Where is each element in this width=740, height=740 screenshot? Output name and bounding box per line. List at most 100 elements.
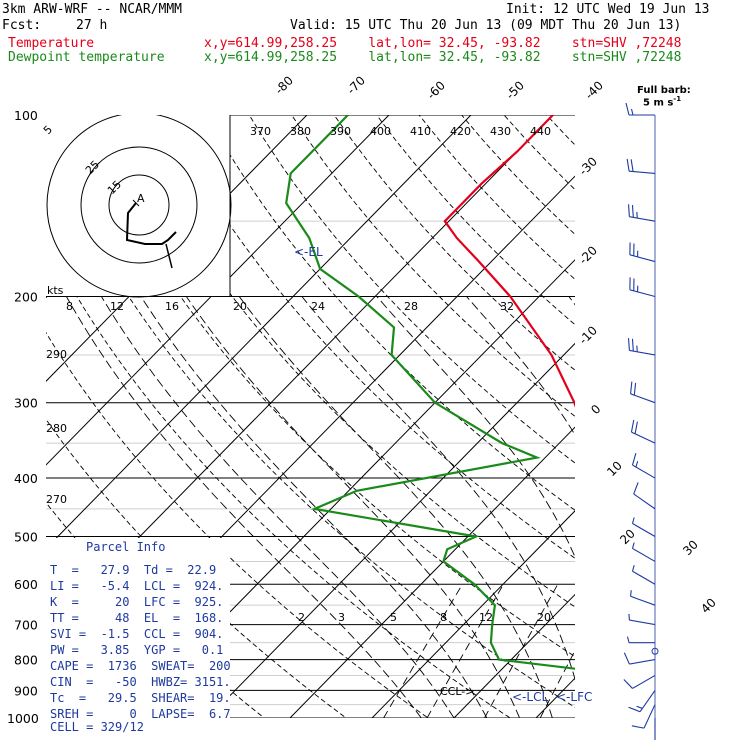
dry-adiabat [46, 331, 429, 718]
moist-adiabat [140, 296, 488, 718]
wind-barb-staff [632, 570, 656, 585]
isotherm-line [289, 426, 575, 718]
wind-barb-staff [632, 547, 656, 562]
theta-label: 400 [370, 125, 391, 138]
moist-adiabat [301, 296, 575, 681]
lfc-annotation: <-LFC [556, 690, 592, 704]
dewpoint-legend-label: Dewpoint temperature [8, 50, 165, 65]
wind-barb-flag [631, 204, 634, 218]
hodograph-speed-tick: 20 [233, 300, 247, 313]
mixing-ratio-label: 20 [537, 611, 551, 624]
dry-adiabat [333, 115, 575, 371]
parcel-row: PW = 3.85 YGP = 0.1 [50, 643, 224, 657]
dewpoint-profile [285, 115, 575, 670]
dry-adiabat [632, 115, 740, 731]
dry-adiabat [121, 115, 575, 608]
wind-barb-staff [633, 493, 656, 510]
wind-barb-half [636, 705, 643, 709]
parcel-row: LI = -5.4 LCL = 924. [50, 579, 224, 593]
dry-adiabat [248, 115, 575, 464]
wind-barb-staff [629, 659, 656, 665]
dry-adiabat [461, 115, 575, 235]
wind-barb-flag [630, 381, 633, 394]
dewpoint-legend-info: x,y=614.99,258.25 lat,lon= 32.45, -93.82… [204, 50, 682, 65]
dry-adiabat [376, 115, 575, 326]
temperature-legend-label: Temperature [8, 36, 95, 51]
barb-legend-value: 5 m s-1 [643, 95, 682, 109]
wind-barb-staff [629, 254, 656, 263]
isotherm-label: 10 [604, 458, 625, 479]
isotherm-label: 20 [617, 526, 638, 547]
model-title: 3km ARW-WRF -- NCAR/MMM [2, 2, 183, 17]
fcst-label: Fcst: [2, 18, 42, 33]
wind-barb-half [626, 636, 630, 643]
wind-barb-staff [629, 349, 656, 356]
wind-barb-flag [634, 421, 638, 434]
wind-barb-flag [630, 419, 635, 433]
hodograph-speed-tick: 28 [404, 300, 418, 313]
fcst-value: 27 h [76, 18, 108, 33]
theta-label: 370 [250, 125, 271, 138]
mixing-ratio-label: 8 [440, 611, 447, 624]
isotherm-label: 0 [588, 402, 603, 417]
theta-label: 420 [450, 125, 471, 138]
wind-barb-half [635, 460, 639, 468]
dry-adiabat [503, 115, 575, 191]
theta-label: 430 [490, 125, 511, 138]
pressure-tick-label: 800 [14, 653, 38, 668]
moist-adiabat [672, 297, 721, 719]
wind-barb-staff [632, 523, 656, 537]
parcel-row: CELL = 329/12 [50, 720, 144, 734]
wind-barb-flag [633, 482, 639, 495]
isotherm-label: -30 [576, 154, 600, 178]
dry-adiabat [78, 115, 575, 658]
mixing-ratio-label: 2 [298, 611, 305, 624]
isotherm-line [46, 115, 390, 466]
dry-adiabat [46, 137, 575, 708]
moist-adiabat [185, 296, 521, 718]
wind-barb-flag [627, 338, 630, 351]
theta-label: 290 [46, 348, 67, 361]
wind-barb-flag [631, 452, 637, 466]
moist-adiabat [568, 296, 575, 306]
parcel-info-panel: Parcel Info T = 27.9 Td = 22.9 LI = -5.4… [46, 538, 231, 734]
isotherm-line [46, 115, 472, 550]
pressure-tick-label: 900 [14, 683, 38, 698]
parcel-row: TT = 48 EL = 168. [50, 611, 224, 625]
isotherm-line [207, 342, 575, 718]
isotherm-label: 30 [680, 537, 701, 558]
parcel-row: K = 20 LFC = 925. [50, 595, 224, 609]
wind-barb-staff [632, 464, 656, 479]
hodograph-speed-tick: 12 [110, 300, 124, 313]
hodograph-trace [125, 202, 177, 245]
wind-barb-half [631, 565, 635, 572]
pressure-tick-label: 1000 [7, 711, 39, 726]
pressure-tick-label: 100 [14, 108, 38, 123]
hodograph-speed-tick: 24 [311, 300, 325, 313]
wind-barb-staff [630, 595, 656, 606]
barb-legend-title: Full barb: [637, 85, 691, 96]
parcel-row: SREH = 0 LAPSE= 6.7 [50, 707, 231, 721]
wind-barb-flag [623, 652, 630, 665]
theta-label: 280 [46, 422, 67, 435]
isotherm-label: -50 [503, 78, 527, 102]
wind-barb-flag [628, 706, 641, 713]
wind-barb-flag [623, 679, 633, 689]
dry-adiabat [46, 239, 512, 718]
ccl-annotation: CCL-> [440, 685, 474, 698]
temperature-legend-info: x,y=614.99,258.25 lat,lon= 32.45, -93.82… [204, 36, 682, 51]
wind-barb-staff [629, 216, 656, 222]
dry-adiabat [589, 115, 740, 731]
isotherm-line [700, 115, 740, 718]
el-annotation: <-EL [294, 245, 323, 259]
pressure-tick-label: 600 [14, 577, 38, 592]
wind-barb-staff [629, 170, 656, 174]
calm-wind-marker [651, 647, 659, 655]
pressure-tick-label: 700 [14, 618, 38, 633]
parcel-row: CAPE = 1736 SWEAT= 200 [50, 659, 231, 673]
parcel-row: T = 27.9 Td = 22.9 [50, 563, 217, 577]
isotherm-line [371, 510, 575, 718]
wind-barb-half [631, 517, 635, 524]
wind-barb-staff [630, 393, 656, 404]
isotherm-label: -10 [576, 323, 600, 347]
